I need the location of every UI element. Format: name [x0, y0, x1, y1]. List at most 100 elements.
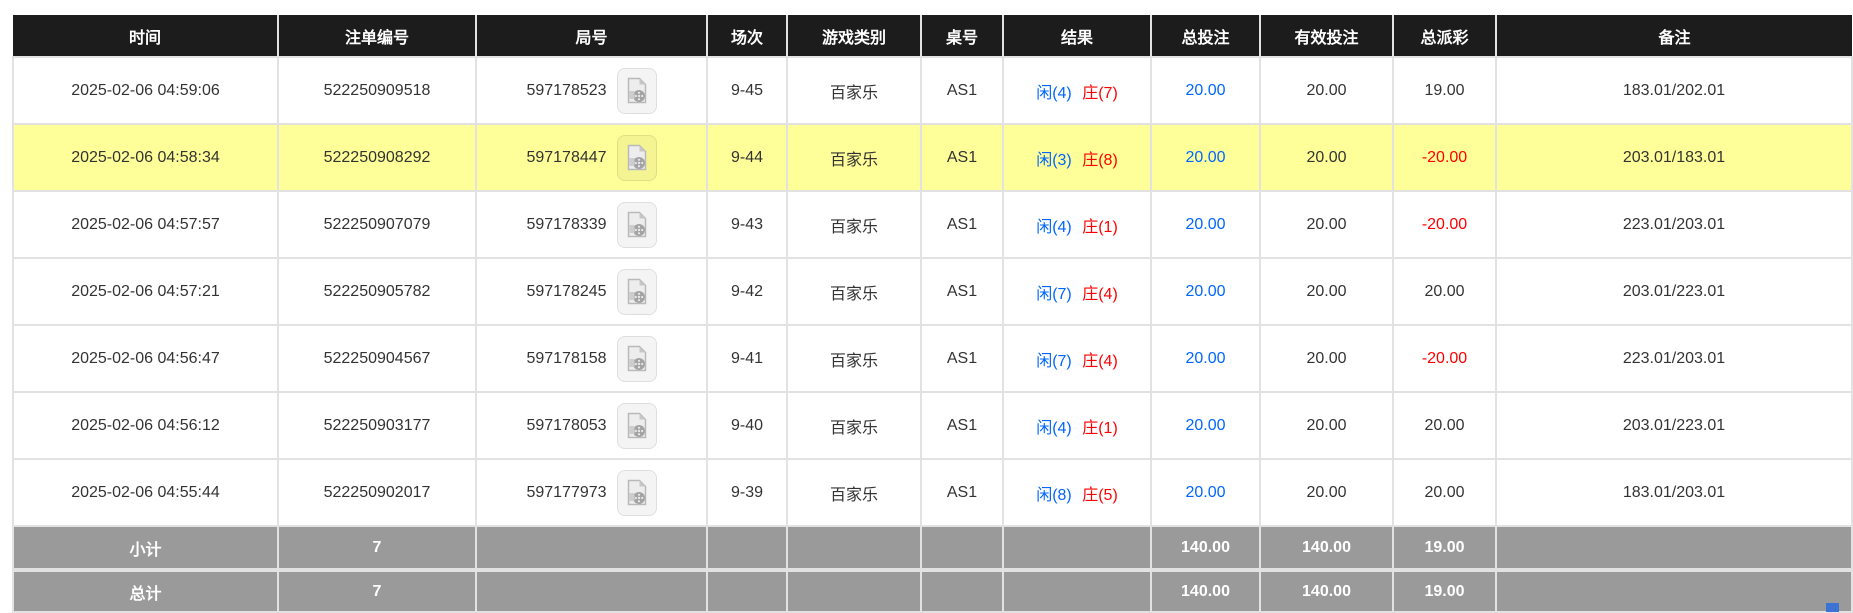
video-replay-icon: [627, 278, 646, 305]
subtotal-label: 小计: [12, 525, 279, 571]
total-bet-cell: 20.00: [1150, 257, 1261, 326]
bet-id-cell: 522250905782: [277, 257, 477, 326]
bet-id-cell: 522250902017: [277, 458, 477, 527]
video-replay-button[interactable]: [616, 335, 657, 382]
round-cell: 597178447: [475, 123, 708, 192]
bet-id-cell: 522250903177: [277, 391, 477, 460]
session-cell: 9-44: [706, 123, 788, 192]
subtotal-empty-table: [920, 525, 1004, 571]
round-cell: 597178158: [475, 324, 708, 393]
grand-total-total-payout: 19.00: [1392, 568, 1497, 613]
total-payout-cell: -20.00: [1392, 324, 1497, 393]
subtotal-valid-bet: 140.00: [1259, 525, 1394, 571]
result-banker: 庄(7): [1082, 84, 1118, 102]
time-cell: 2025-02-06 04:59:06: [12, 56, 279, 125]
total-bet-cell: 20.00: [1150, 391, 1261, 460]
subtotal-row: 小计 7 140.00 140.00 19.00: [12, 525, 1853, 571]
round-cell: 597178053: [475, 391, 708, 460]
grand-total-empty-table: [920, 568, 1004, 613]
result-cell: 闲(4) 庄(1): [1002, 391, 1152, 460]
video-replay-button[interactable]: [616, 402, 657, 449]
table-no-cell: AS1: [920, 257, 1004, 326]
video-replay-icon: [627, 77, 646, 104]
subtotal-total-payout: 19.00: [1392, 525, 1497, 571]
col-header-session: 场次: [706, 15, 787, 57]
col-header-total-bet: 总投注: [1150, 15, 1260, 57]
subtotal-empty-session: [706, 525, 788, 571]
total-payout-cell: 20.00: [1392, 458, 1497, 527]
grand-total-label: 总计: [12, 568, 279, 613]
time-cell: 2025-02-06 04:58:34: [12, 123, 279, 192]
round-cell: 597177973: [475, 458, 708, 527]
video-replay-button[interactable]: [616, 67, 657, 114]
table-body: 2025-02-06 04:59:06 522250909518 5971785…: [12, 56, 1853, 527]
total-bet-link[interactable]: 20.00: [1185, 349, 1226, 367]
round-cell: 597178339: [475, 190, 708, 259]
col-header-round: 局号: [475, 15, 707, 57]
round-number: 597178158: [526, 349, 607, 367]
result-player: 闲(4): [1036, 84, 1072, 102]
total-bet-cell: 20.00: [1150, 458, 1261, 527]
table-row: 2025-02-06 04:56:47 522250904567 5971781…: [12, 324, 1853, 393]
total-payout-cell: 19.00: [1392, 56, 1497, 125]
video-replay-icon: [627, 211, 646, 238]
total-bet-link[interactable]: 20.00: [1185, 81, 1226, 99]
col-header-total-payout: 总派彩: [1392, 15, 1496, 57]
game-type-cell: 百家乐: [786, 257, 922, 326]
table-no-cell: AS1: [920, 458, 1004, 527]
result-banker: 庄(5): [1082, 486, 1118, 504]
time-cell: 2025-02-06 04:56:47: [12, 324, 279, 393]
remark-cell: 203.01/223.01: [1495, 257, 1853, 326]
video-replay-icon: [627, 345, 646, 372]
table-row: 2025-02-06 04:58:34 522250908292 5971784…: [12, 123, 1853, 192]
round-number: 597177973: [526, 483, 607, 501]
table-no-cell: AS1: [920, 190, 1004, 259]
total-bet-link[interactable]: 20.00: [1185, 148, 1226, 166]
valid-bet-cell: 20.00: [1259, 56, 1394, 125]
total-bet-link[interactable]: 20.00: [1185, 282, 1226, 300]
table-row: 2025-02-06 04:56:12 522250903177 5971780…: [12, 391, 1853, 460]
clipped-blue-element: [1826, 603, 1839, 612]
video-replay-icon: [627, 412, 646, 439]
subtotal-empty-game: [786, 525, 922, 571]
session-cell: 9-45: [706, 56, 788, 125]
total-payout-cell: 20.00: [1392, 257, 1497, 326]
time-cell: 2025-02-06 04:57:21: [12, 257, 279, 326]
video-replay-button[interactable]: [616, 201, 657, 248]
result-banker: 庄(4): [1082, 285, 1118, 303]
table-summary: 小计 7 140.00 140.00 19.00 总计 7 1: [12, 525, 1853, 613]
video-replay-button[interactable]: [616, 268, 657, 315]
total-payout-cell: -20.00: [1392, 190, 1497, 259]
grand-total-empty-remark: [1495, 568, 1853, 613]
video-replay-button[interactable]: [616, 469, 657, 516]
grand-total-count: 7: [277, 568, 477, 613]
round-cell: 597178245: [475, 257, 708, 326]
result-player: 闲(4): [1036, 419, 1072, 437]
result-player: 闲(4): [1036, 218, 1072, 236]
grand-total-empty-game: [786, 568, 922, 613]
grand-total-empty-round: [475, 568, 708, 613]
bet-id-cell: 522250904567: [277, 324, 477, 393]
total-payout-cell: 20.00: [1392, 391, 1497, 460]
round-number: 597178523: [526, 81, 607, 99]
result-cell: 闲(8) 庄(5): [1002, 458, 1152, 527]
col-header-game-type: 游戏类别: [786, 15, 921, 57]
video-replay-button[interactable]: [616, 134, 657, 181]
total-bet-link[interactable]: 20.00: [1185, 215, 1226, 233]
remark-cell: 223.01/203.01: [1495, 190, 1853, 259]
game-type-cell: 百家乐: [786, 458, 922, 527]
total-bet-cell: 20.00: [1150, 56, 1261, 125]
result-cell: 闲(4) 庄(7): [1002, 56, 1152, 125]
col-header-valid-bet: 有效投注: [1259, 15, 1393, 57]
col-header-time: 时间: [13, 15, 278, 57]
total-bet-link[interactable]: 20.00: [1185, 483, 1226, 501]
table-row: 2025-02-06 04:55:44 522250902017 5971779…: [12, 458, 1853, 527]
game-type-cell: 百家乐: [786, 391, 922, 460]
table-row: 2025-02-06 04:57:57 522250907079 5971783…: [12, 190, 1853, 259]
total-bet-link[interactable]: 20.00: [1185, 416, 1226, 434]
result-player: 闲(3): [1036, 151, 1072, 169]
bet-id-cell: 522250909518: [277, 56, 477, 125]
video-replay-icon: [627, 479, 646, 506]
session-cell: 9-39: [706, 458, 788, 527]
table-header: 时间 注单编号 局号 场次 游戏类别 桌号 结果 总投注 有效投注 总派彩 备注: [13, 15, 1852, 57]
